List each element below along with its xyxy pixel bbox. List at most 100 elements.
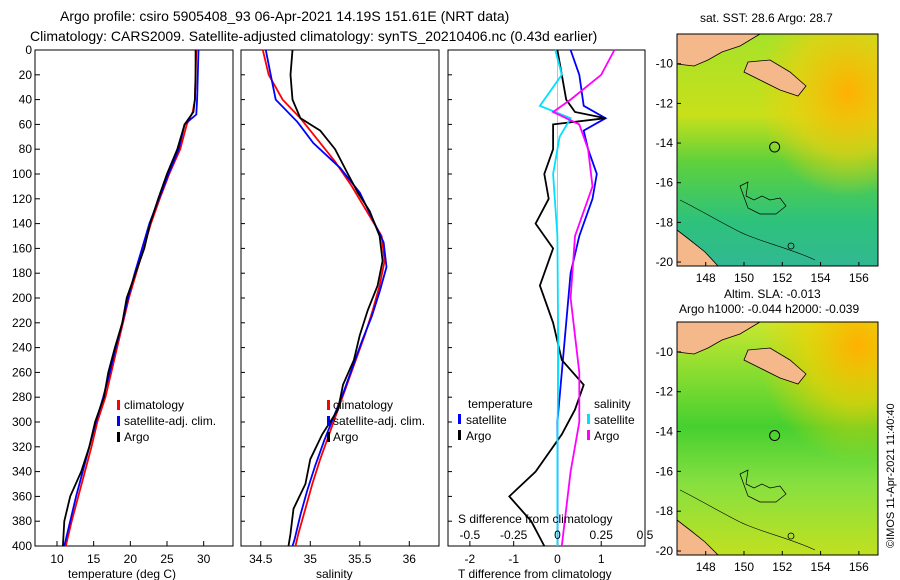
lon-tick-label: 150 <box>734 271 754 285</box>
y-tick-label: 380 <box>12 514 32 528</box>
salinity-xlabel: salinity <box>316 567 353 580</box>
y-tick-label: 360 <box>12 489 32 503</box>
sst-islands <box>739 181 787 215</box>
legend-label-s-argo: Argo <box>594 429 620 443</box>
lon-tick-label: 154 <box>811 560 831 574</box>
salinity-panel: 34.5 35 35.5 36 climatology satellite-adj. … <box>240 49 440 580</box>
y-tick-label: 280 <box>12 390 32 404</box>
legend-swatch-argo <box>327 432 330 442</box>
legend-title-salinity: salinity <box>594 397 631 411</box>
sla-lat-ticks: -10 -12 -14 -16 -18 -20 <box>656 345 681 558</box>
s-tick-label: -0.25 <box>500 528 528 542</box>
y-tick-label: 240 <box>12 341 32 355</box>
series-satellite-adj-clim- <box>264 49 388 547</box>
legend-swatch-argo <box>117 432 120 442</box>
x-tick-label: 0 <box>554 552 561 566</box>
sst-map-frame <box>676 33 879 267</box>
series-t-argo <box>508 49 606 547</box>
lat-tick-label: -14 <box>656 425 674 439</box>
legend-swatch-t-satellite <box>458 414 461 424</box>
lon-tick-label: 150 <box>734 560 754 574</box>
legend-label-satellite-adj: satellite-adj. clim. <box>124 414 216 428</box>
s-tick-label: 0.5 <box>637 528 654 542</box>
temperature-panel: 0 20 40 60 80 100 120 140 160 180 200 220 240 260 280 3… <box>12 43 234 580</box>
salinity-ticks: 34.5 35 35.5 36 <box>241 49 417 566</box>
x-tick-label: -1 <box>508 552 519 566</box>
sla-island-dot <box>787 532 795 540</box>
y-tick-label: 300 <box>12 415 32 429</box>
lat-tick-label: -12 <box>656 385 674 399</box>
lat-tick-label: -10 <box>656 57 674 71</box>
sla-land-png-east <box>743 347 807 385</box>
legend-swatch-satellite-adj <box>327 416 330 426</box>
x-tick-label: 30 <box>197 552 211 566</box>
lat-tick-label: -20 <box>656 544 674 558</box>
sla-map: Altim. SLA: -0.013 Argo h1000: -0.044 h2… <box>656 287 879 574</box>
x-tick-label: 34.5 <box>249 552 273 566</box>
lon-tick-label: 148 <box>696 560 716 574</box>
imos-credit: ©IMOS 11-Apr-2021 11:40:40 <box>885 403 897 548</box>
y-tick-label: 160 <box>12 241 32 255</box>
y-tick-label: 340 <box>12 465 32 479</box>
legend-label-climatology: climatology <box>124 398 184 412</box>
salinity-plot-frame <box>240 49 440 547</box>
y-tick-label: 40 <box>19 93 33 107</box>
legend-title-temperature: temperature <box>468 397 533 411</box>
y-tick-label: 0 <box>25 43 32 57</box>
y-tick-label: 100 <box>12 167 32 181</box>
header-title: Argo profile: csiro 5905408_93 06-Apr-20… <box>60 8 509 24</box>
sla-map-title: Altim. SLA: -0.013 <box>724 287 821 301</box>
sst-lat-ticks: -10 -12 -14 -16 -18 -20 <box>656 57 681 269</box>
s-tick-label: 0.25 <box>590 528 614 542</box>
legend-label-satellite-adj: satellite-adj. clim. <box>333 414 425 428</box>
y-tick-label: 80 <box>19 142 33 156</box>
sla-reef-contour <box>679 489 816 551</box>
lat-tick-label: -18 <box>656 504 674 518</box>
sst-land-png-east <box>743 59 807 97</box>
lat-tick-label: -12 <box>656 96 674 110</box>
sst-island-dot <box>787 242 795 250</box>
lon-tick-label: 152 <box>772 271 792 285</box>
sla-map-subtitle: Argo h1000: -0.044 h2000: -0.039 <box>679 302 859 316</box>
x-tick-label: 35.5 <box>348 552 372 566</box>
s-tick-label: -0.5 <box>460 528 481 542</box>
x-tick-label: 1 <box>598 552 605 566</box>
salinity-legend: climatology satellite-adj. clim. Argo <box>327 398 425 444</box>
lat-tick-label: -14 <box>656 136 674 150</box>
sst-argo-marker <box>769 141 781 153</box>
y-tick-label: 220 <box>12 316 32 330</box>
y-tick-label: 260 <box>12 365 32 379</box>
legend-label-s-satellite: satellite <box>594 413 635 427</box>
temperature-xlabel: temperature (deg C) <box>68 567 176 580</box>
x-tick-label: 35 <box>304 552 318 566</box>
sst-reef-contour <box>679 199 816 261</box>
temperature-plot-frame <box>34 49 234 547</box>
legend-swatch-s-satellite <box>587 414 590 424</box>
lon-tick-label: 156 <box>849 271 869 285</box>
series-s-satellite <box>538 49 572 546</box>
x-tick-label: 36 <box>403 552 417 566</box>
legend-swatch-s-argo <box>587 430 590 440</box>
y-tick-label: 400 <box>12 539 32 553</box>
lat-tick-label: -10 <box>656 345 674 359</box>
lat-tick-label: -18 <box>656 215 674 229</box>
x-tick-label: -2 <box>465 552 476 566</box>
x-tick-label: 10 <box>50 552 64 566</box>
legend-swatch-satellite-adj <box>117 416 120 426</box>
s-difference-label: S difference from climatology <box>458 512 613 526</box>
lon-tick-label: 152 <box>772 560 792 574</box>
sla-argo-marker <box>769 430 781 442</box>
legend-label-t-satellite: satellite <box>466 413 507 427</box>
difference-ticks: -2 -1 0 1 <box>448 49 605 566</box>
y-tick-label: 60 <box>19 117 33 131</box>
sst-lon-ticks: 148 150 152 154 156 <box>696 262 869 285</box>
difference-plot-frame <box>447 49 646 547</box>
sla-map-frame <box>676 321 879 556</box>
y-tick-label: 140 <box>12 217 32 231</box>
x-tick-label: 25 <box>160 552 174 566</box>
temperature-ticks: 10 15 20 25 30 <box>50 541 211 566</box>
y-tick-label: 20 <box>19 68 33 82</box>
legend-label-t-argo: Argo <box>466 429 492 443</box>
y-tick-label: 320 <box>12 440 32 454</box>
difference-panel: -2 -1 0 1 temperature salinity satellite Ar… <box>447 49 654 580</box>
